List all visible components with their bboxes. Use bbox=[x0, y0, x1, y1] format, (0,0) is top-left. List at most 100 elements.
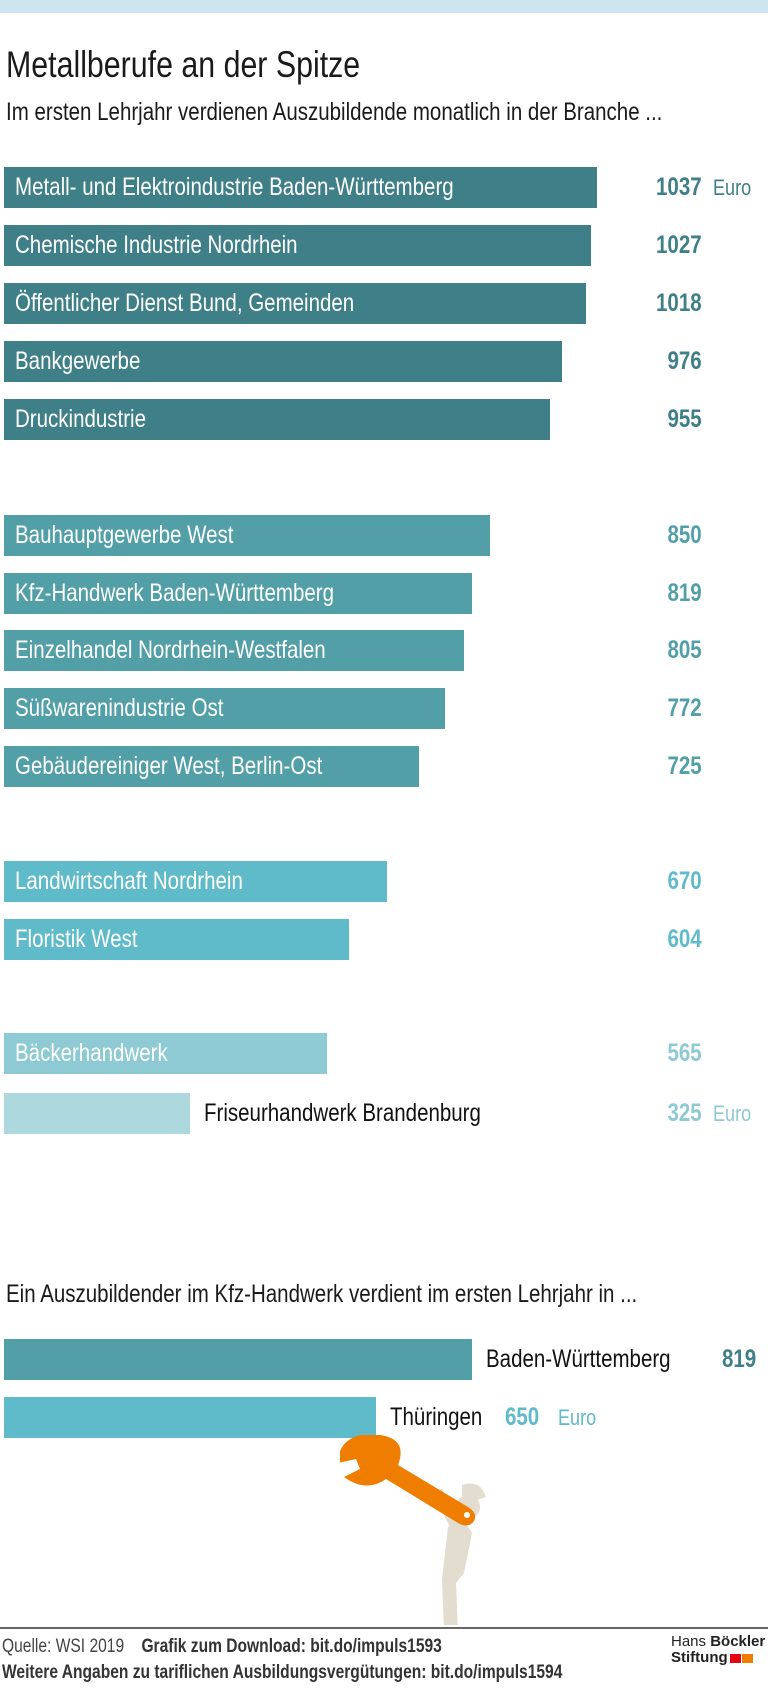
bar-label: Bäckerhandwerk bbox=[15, 1033, 201, 1074]
value-text: 604 bbox=[667, 925, 702, 953]
kfz-title-text: Ein Auszubildender im Kfz-Handwerk verdi… bbox=[6, 1280, 638, 1308]
value-text: 1018 bbox=[656, 289, 702, 317]
bar bbox=[4, 746, 419, 787]
footer-source-wrap: Quelle: WSI 2019 Grafik zum Download: bi… bbox=[2, 1636, 442, 1658]
bar-label-text: Floristik West bbox=[15, 925, 138, 953]
bar-label: Metall- und Elektroindustrie Baden-Württ… bbox=[15, 167, 550, 208]
value-text: 1037 bbox=[656, 173, 702, 201]
footer-more: Weitere Angaben zu tariflichen Ausbildun… bbox=[2, 1662, 685, 1684]
value-label: 650 bbox=[505, 1397, 547, 1438]
value-text: 650 bbox=[505, 1403, 540, 1431]
logo-hans: Hans bbox=[671, 1633, 707, 1650]
value-label: 1027 bbox=[622, 225, 702, 266]
value-text: 976 bbox=[667, 347, 702, 375]
bar bbox=[4, 283, 587, 324]
value-label: 805 bbox=[622, 630, 702, 671]
chart-title: Metallberufe an der Spitze bbox=[6, 44, 438, 86]
unit-label: Euro bbox=[558, 1397, 604, 1438]
value-text: 819 bbox=[722, 1345, 757, 1373]
bar-label-text: Süßwarenindustrie Ost bbox=[15, 694, 224, 722]
value-label: 565 bbox=[622, 1033, 702, 1074]
value-label: 325 bbox=[622, 1093, 702, 1134]
logo-orange-square bbox=[741, 1653, 753, 1663]
bar-label: Landwirtschaft Nordrhein bbox=[15, 861, 293, 902]
bar bbox=[4, 399, 551, 440]
value-label: 819 bbox=[622, 573, 702, 614]
unit-text: Euro bbox=[558, 1405, 597, 1430]
value-label: 1037 bbox=[622, 167, 702, 208]
bar-label: Druckindustrie bbox=[15, 399, 175, 440]
wrench-icon bbox=[340, 1435, 476, 1526]
footer-source: Quelle: WSI 2019 Grafik zum Download: bi… bbox=[2, 1636, 538, 1658]
bar-label-text: Kfz-Handwerk Baden-Württemberg bbox=[15, 579, 335, 607]
bar-label: Friseurhandwerk Brandenburg bbox=[204, 1093, 542, 1134]
value-text: 725 bbox=[667, 752, 702, 780]
bar-label: Süßwarenindustrie Ost bbox=[15, 688, 269, 729]
bar-label-text: Öffentlicher Dienst Bund, Gemeinden bbox=[15, 289, 355, 317]
value-text: 955 bbox=[667, 405, 702, 433]
bar bbox=[4, 225, 592, 266]
bar-label-text: Metall- und Elektroindustrie Baden-Württ… bbox=[15, 173, 454, 201]
value-text: 805 bbox=[667, 636, 702, 664]
bar bbox=[4, 919, 350, 960]
mechanic-with-wrench-illustration bbox=[340, 1435, 486, 1625]
logo-red-square bbox=[729, 1653, 741, 1663]
bar-label-text: Friseurhandwerk Brandenburg bbox=[203, 1099, 481, 1127]
value-text: 325 bbox=[667, 1099, 702, 1127]
logo-boeckler: Böckler bbox=[710, 1633, 766, 1650]
title-text: Metallberufe an der Spitze bbox=[6, 44, 361, 85]
value-label: 955 bbox=[622, 399, 702, 440]
more-link[interactable]: Weitere Angaben zu tariflichen Ausbildun… bbox=[2, 1662, 563, 1683]
bar-label-text: Einzelhandel Nordrhein-Westfalen bbox=[15, 636, 326, 664]
unit-label: Euro bbox=[713, 167, 759, 208]
value-label: 772 bbox=[622, 688, 702, 729]
bar bbox=[4, 515, 491, 556]
bar bbox=[4, 573, 473, 614]
value-text: 819 bbox=[667, 579, 702, 607]
bar bbox=[4, 341, 563, 382]
bar-label: Einzelhandel Nordrhein-Westfalen bbox=[15, 630, 394, 671]
bar bbox=[4, 630, 465, 671]
value-text: 1027 bbox=[656, 231, 702, 259]
value-text: 772 bbox=[667, 694, 702, 722]
bar bbox=[4, 167, 597, 208]
bar-label-text: Bäckerhandwerk bbox=[15, 1039, 168, 1067]
unit-label: Euro bbox=[713, 1093, 759, 1134]
value-label: 604 bbox=[622, 919, 702, 960]
bar-label-text: Bankgewerbe bbox=[15, 347, 141, 375]
bar bbox=[4, 1093, 190, 1134]
bar-label-text: Druckindustrie bbox=[15, 405, 147, 433]
bar-label: Bankgewerbe bbox=[15, 341, 168, 382]
bar-label: Gebäudereiniger West, Berlin-Ost bbox=[15, 746, 390, 787]
bar-label: Kfz-Handwerk Baden-Württemberg bbox=[15, 573, 404, 614]
bar bbox=[4, 1033, 328, 1074]
value-label: 976 bbox=[622, 341, 702, 382]
kfz-chart-title: Ein Auszubildender im Kfz-Handwerk verdi… bbox=[6, 1280, 768, 1309]
bar bbox=[4, 1339, 473, 1380]
bar-label-text: Chemische Industrie Nordrhein bbox=[15, 231, 298, 259]
value-label: 1018 bbox=[622, 283, 702, 324]
value-label: 819 bbox=[722, 1339, 764, 1380]
value-label: 725 bbox=[622, 746, 702, 787]
bar-label: Bauhauptgewerbe West bbox=[15, 515, 281, 556]
bar-label: Floristik West bbox=[15, 919, 165, 960]
hans-boeckler-logo: Hans Böckler Stiftung bbox=[671, 1634, 766, 1666]
logo-stiftung: Stiftung bbox=[671, 1649, 728, 1666]
value-label: 850 bbox=[622, 515, 702, 556]
bar-label-text: Thüringen bbox=[389, 1403, 483, 1431]
bar-label-text: Bauhauptgewerbe West bbox=[15, 521, 234, 549]
bar bbox=[4, 688, 446, 729]
bar-label: Öffentlicher Dienst Bund, Gemeinden bbox=[15, 283, 429, 324]
bar-label-text: Gebäudereiniger West, Berlin-Ost bbox=[15, 752, 323, 780]
bar bbox=[4, 861, 388, 902]
subtitle-text: Im ersten Lehrjahr verdienen Auszubilden… bbox=[6, 98, 663, 126]
top-band bbox=[0, 0, 768, 13]
value-text: 850 bbox=[667, 521, 702, 549]
value-label: 670 bbox=[622, 861, 702, 902]
unit-text: Euro bbox=[713, 1101, 752, 1126]
value-text: 670 bbox=[667, 867, 702, 895]
bar-label: Baden-Württemberg bbox=[486, 1339, 711, 1380]
download-link[interactable]: Grafik zum Download: bit.do/impuls1593 bbox=[141, 1636, 442, 1657]
footer-divider bbox=[0, 1627, 768, 1629]
bar-label-text: Landwirtschaft Nordrhein bbox=[15, 867, 243, 895]
